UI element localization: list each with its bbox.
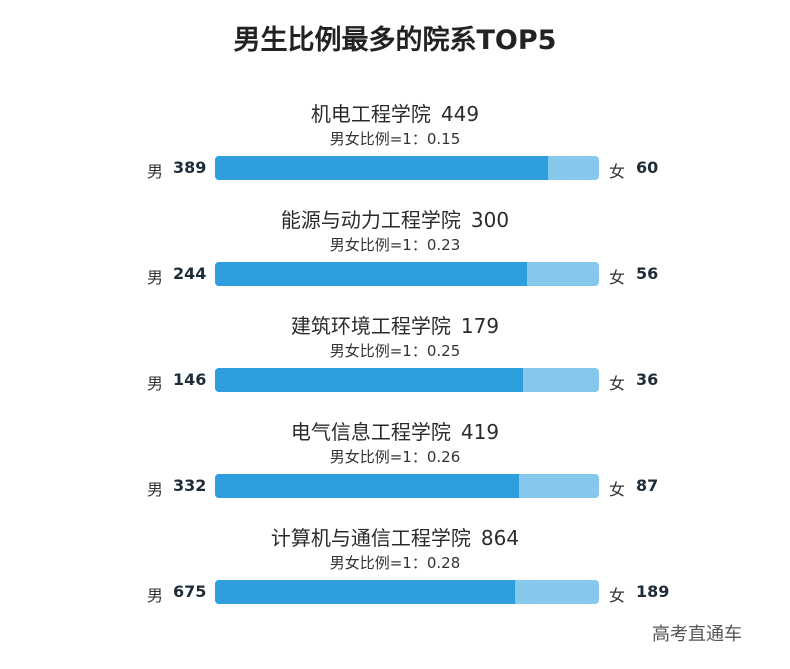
male-label: 男 [147,586,164,605]
female-count-label: 189 [636,582,670,601]
stacked-bar [215,580,599,604]
male-bar-segment [215,262,528,286]
department-total: 449 [440,102,480,126]
female-label: 女 [609,480,626,499]
female-label: 女 [609,162,626,181]
department-name: 建筑环境工程学院 [290,314,451,338]
watermark: 高考直通车 [652,624,742,645]
male-count-label: 389 [173,158,207,177]
department-heading: 计算机与通信工程学院 864 [0,522,790,551]
male-bar-segment [215,580,515,604]
department-total: 300 [470,208,510,232]
department-heading: 电气信息工程学院 419 [0,416,790,445]
chart-title: 男生比例最多的院系TOP5 [233,25,557,56]
department-block: 计算机与通信工程学院 864 男女比例=1：0.28 男 675 女 189 [0,522,790,622]
male-label: 男 [147,480,164,499]
gender-ratio-label: 男女比例=1：0.15 [329,130,461,148]
male-label: 男 [147,162,164,181]
department-block: 建筑环境工程学院 179 男女比例=1：0.25 男 146 女 36 [0,310,790,410]
male-bar-segment [215,156,548,180]
department-heading: 机电工程学院 449 [0,98,790,127]
male-bar-segment [215,474,520,498]
department-heading: 能源与动力工程学院 300 [0,204,790,233]
department-block: 机电工程学院 449 男女比例=1：0.15 男 389 女 60 [0,98,790,198]
male-count-label: 675 [173,582,207,601]
male-bar-segment [215,368,524,392]
stacked-bar [215,156,599,180]
department-block: 电气信息工程学院 419 男女比例=1：0.26 男 332 女 87 [0,416,790,516]
male-count-label: 244 [173,264,207,283]
gender-ratio-label: 男女比例=1：0.26 [329,448,461,466]
female-count-label: 87 [636,476,659,495]
female-count-label: 60 [636,158,659,177]
gender-ratio-label: 男女比例=1：0.23 [329,236,461,254]
female-count-label: 56 [636,264,659,283]
female-count-label: 36 [636,370,659,389]
female-label: 女 [609,374,626,393]
stacked-bar [215,474,599,498]
stacked-bar [215,368,599,392]
male-label: 男 [147,268,164,287]
department-name: 机电工程学院 [310,102,431,126]
stacked-bar [215,262,599,286]
department-heading: 建筑环境工程学院 179 [0,310,790,339]
male-count-label: 146 [173,370,207,389]
department-name: 电气信息工程学院 [290,420,451,444]
gender-ratio-label: 男女比例=1：0.28 [329,554,461,572]
department-total: 179 [460,314,500,338]
male-label: 男 [147,374,164,393]
department-block: 能源与动力工程学院 300 男女比例=1：0.23 男 244 女 56 [0,204,790,304]
male-count-label: 332 [173,476,207,495]
department-total: 864 [480,526,520,550]
department-name: 能源与动力工程学院 [280,208,461,232]
department-name: 计算机与通信工程学院 [270,526,471,550]
female-label: 女 [609,268,626,287]
female-label: 女 [609,586,626,605]
department-total: 419 [460,420,500,444]
gender-ratio-label: 男女比例=1：0.25 [329,342,461,360]
